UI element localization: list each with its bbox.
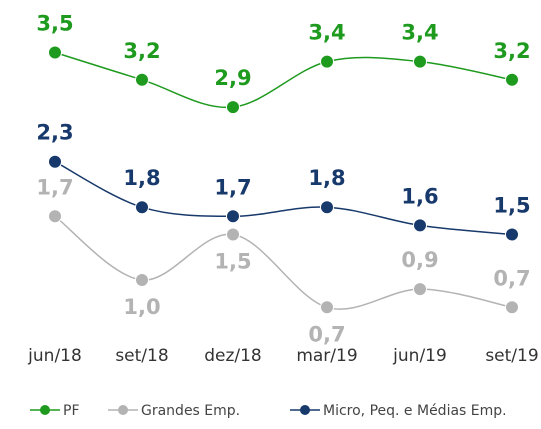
point — [135, 200, 149, 215]
x-tick-label: dez/18 — [204, 346, 262, 366]
point — [505, 72, 519, 87]
value-label: 0,7 — [308, 322, 345, 346]
legend-marker — [118, 405, 128, 415]
x-tick-label: set/18 — [115, 346, 168, 366]
value-label: 2,9 — [214, 66, 251, 90]
point — [413, 54, 427, 69]
value-label: 1,6 — [401, 184, 438, 208]
value-label: 1,5 — [214, 250, 251, 274]
value-label: 3,2 — [493, 39, 530, 63]
value-label: 1,7 — [214, 175, 251, 199]
point — [505, 227, 519, 242]
x-tick-label: mar/19 — [296, 346, 357, 366]
value-label: 1,8 — [308, 166, 345, 190]
point — [320, 200, 334, 215]
value-label: 1,0 — [123, 295, 160, 319]
x-tick-label: jun/18 — [27, 346, 82, 366]
point — [413, 218, 427, 233]
point — [505, 300, 519, 315]
value-label: 0,7 — [493, 266, 530, 290]
value-label: 3,5 — [36, 12, 73, 36]
value-label: 1,8 — [123, 166, 160, 190]
value-label: 3,4 — [401, 21, 438, 45]
point — [226, 209, 240, 224]
legend-marker — [300, 405, 310, 415]
point — [413, 282, 427, 297]
point — [48, 45, 62, 60]
value-label: 3,4 — [308, 21, 345, 45]
series-line — [54, 51, 513, 109]
point — [135, 273, 149, 287]
point — [320, 54, 334, 69]
value-label: 1,7 — [36, 175, 73, 199]
value-label: 1,5 — [493, 194, 530, 218]
legend-label: PF — [63, 403, 80, 419]
legend-label: Micro, Peq. e Médias Emp. — [323, 403, 507, 419]
point — [135, 72, 149, 87]
point — [226, 227, 240, 242]
value-label: 2,3 — [36, 121, 73, 145]
point — [48, 209, 62, 224]
point — [320, 300, 334, 315]
point — [226, 100, 240, 115]
x-tick-label: jun/19 — [392, 346, 447, 366]
legend-label: Grandes Emp. — [141, 403, 240, 419]
value-label: 0,9 — [401, 248, 438, 272]
series-line — [54, 161, 513, 236]
x-tick-label: set/19 — [485, 346, 538, 366]
value-label: 3,2 — [123, 39, 160, 63]
point — [48, 154, 62, 169]
legend-marker — [40, 405, 50, 415]
